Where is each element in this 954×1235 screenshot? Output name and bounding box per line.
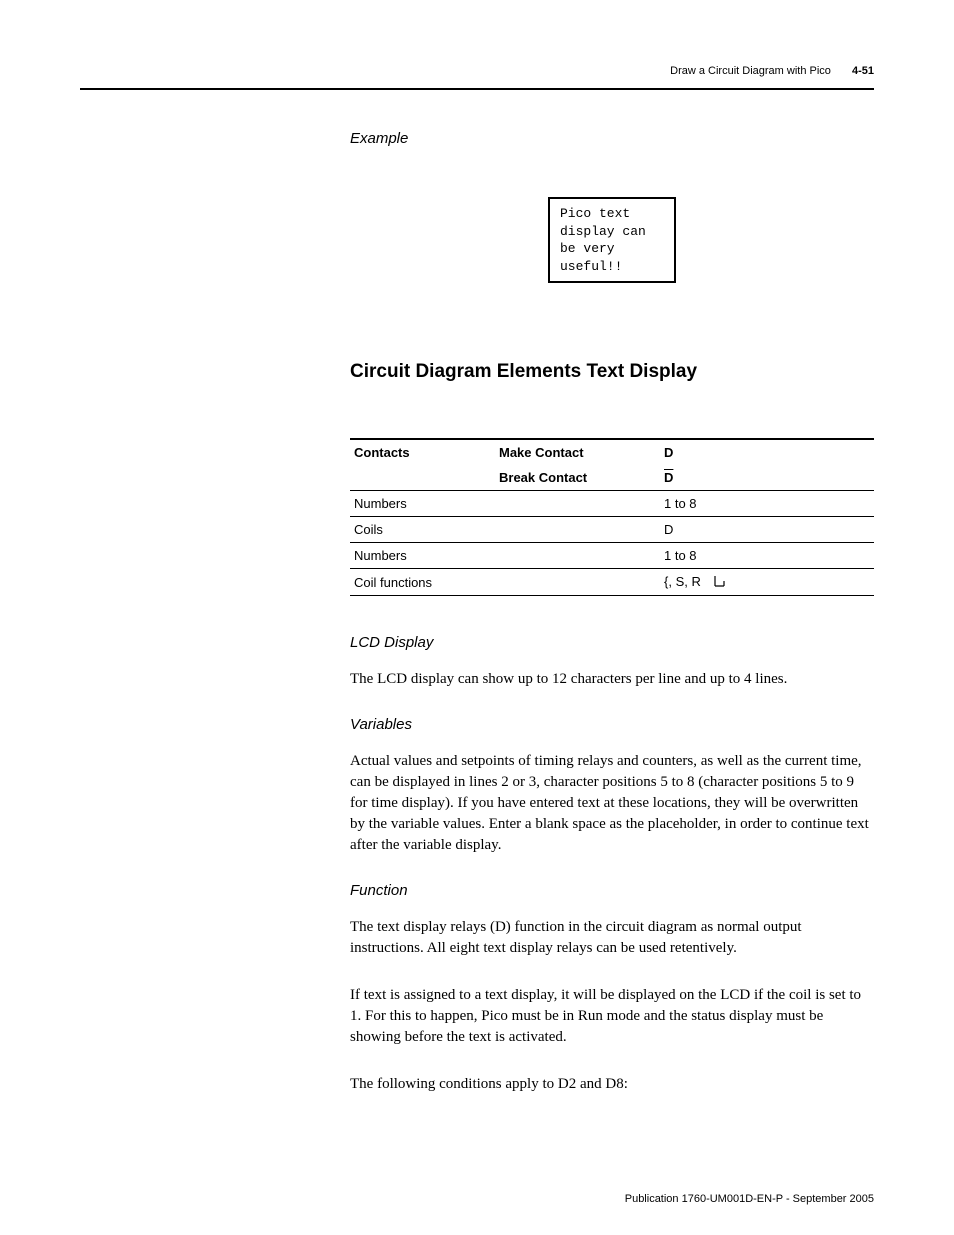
page-footer: Publication 1760-UM001D-EN-P - September… [625,1193,874,1205]
page-content: Example Pico text display can be very us… [350,130,874,1121]
cell-contacts: Contacts [350,439,495,465]
variables-heading: Variables [350,716,874,733]
function-p3: The following conditions apply to D2 and… [350,1074,874,1095]
cell-d: D [660,439,874,465]
header-title: Draw a Circuit Diagram with Pico [670,65,831,77]
table-row: Contacts Make Contact D [350,439,874,465]
table-row: Coils D [350,517,874,543]
function-p2: If text is assigned to a text display, i… [350,985,874,1048]
cell-dbar: D [660,465,874,491]
table-row: Numbers 1 to 8 [350,543,874,569]
cell-make-contact: Make Contact [495,439,660,465]
cell-empty [350,465,495,491]
page-header: Draw a Circuit Diagram with Pico 4-51 [670,65,874,77]
variables-body: Actual values and setpoints of timing re… [350,751,874,856]
header-page-number: 4-51 [852,65,874,77]
cell-range: 1 to 8 [660,491,874,517]
section-title: Circuit Diagram Elements Text Display [350,361,874,383]
d-bar-symbol: D [664,470,673,485]
lcd-sample-box: Pico text display can be very useful!! [548,197,676,283]
cell-numbers: Numbers [350,491,660,517]
function-p1: The text display relays (D) function in … [350,917,874,959]
coil-func-text: {, S, R [664,574,701,589]
table-row: Coil functions {, S, R [350,569,874,596]
cell-break-contact: Break Contact [495,465,660,491]
function-heading: Function [350,882,874,899]
table-row: Numbers 1 to 8 [350,491,874,517]
table-row: Break Contact D [350,465,874,491]
lcd-body: The LCD display can show up to 12 charac… [350,669,874,690]
cell-range-2: 1 to 8 [660,543,874,569]
lcd-heading: LCD Display [350,634,874,651]
header-rule [80,88,874,90]
cell-coil-functions: Coil functions [350,569,660,596]
cell-d-coil: D [660,517,874,543]
cell-coil-func-val: {, S, R [660,569,874,596]
cell-coils: Coils [350,517,660,543]
cell-numbers-2: Numbers [350,543,660,569]
example-label: Example [350,130,874,147]
coil-icon [714,575,732,590]
elements-table: Contacts Make Contact D Break Contact D … [350,438,874,596]
